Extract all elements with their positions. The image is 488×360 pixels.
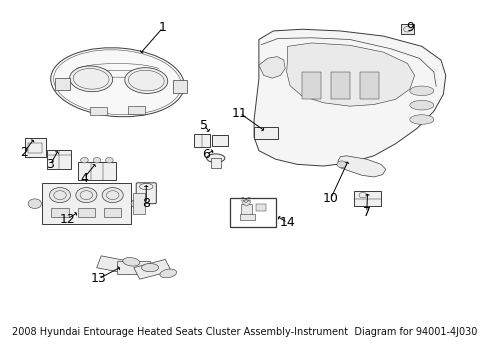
Text: 2: 2 xyxy=(20,146,28,159)
Bar xyxy=(78,208,95,217)
Bar xyxy=(330,72,349,99)
Bar xyxy=(210,158,220,168)
Ellipse shape xyxy=(51,48,184,117)
Text: 14: 14 xyxy=(279,216,295,229)
Ellipse shape xyxy=(160,269,176,278)
Circle shape xyxy=(76,188,97,203)
Polygon shape xyxy=(134,260,171,279)
Bar xyxy=(353,191,380,206)
Circle shape xyxy=(131,199,144,208)
Bar xyxy=(359,72,378,99)
Polygon shape xyxy=(97,256,133,274)
Bar xyxy=(400,24,413,34)
Ellipse shape xyxy=(141,264,159,272)
Bar xyxy=(255,204,265,211)
FancyBboxPatch shape xyxy=(78,162,116,180)
Bar xyxy=(133,193,145,214)
Text: 9: 9 xyxy=(405,21,413,34)
FancyBboxPatch shape xyxy=(172,80,186,93)
Ellipse shape xyxy=(409,86,433,96)
Ellipse shape xyxy=(409,115,433,124)
Ellipse shape xyxy=(124,68,167,94)
Text: 2008 Hyundai Entourage Heated Seats Cluster Assembly-Instrument  Diagram for 940: 2008 Hyundai Entourage Heated Seats Clus… xyxy=(12,327,476,337)
Bar xyxy=(212,135,227,145)
Text: 3: 3 xyxy=(46,158,54,171)
FancyBboxPatch shape xyxy=(55,78,69,90)
Ellipse shape xyxy=(122,257,140,266)
Text: 4: 4 xyxy=(80,171,88,185)
Text: 13: 13 xyxy=(90,273,106,285)
Polygon shape xyxy=(337,156,385,177)
Circle shape xyxy=(242,200,250,205)
Text: 12: 12 xyxy=(59,212,75,226)
Circle shape xyxy=(81,158,88,163)
Text: 1: 1 xyxy=(159,21,166,34)
Polygon shape xyxy=(116,261,150,274)
Circle shape xyxy=(102,188,123,203)
Circle shape xyxy=(49,188,70,203)
Text: 7: 7 xyxy=(362,206,370,219)
Bar xyxy=(239,214,255,220)
Bar xyxy=(104,208,121,217)
Polygon shape xyxy=(286,43,414,106)
Circle shape xyxy=(336,161,346,168)
Circle shape xyxy=(105,158,113,163)
Text: 5: 5 xyxy=(200,118,207,131)
Bar xyxy=(51,208,68,217)
Text: 8: 8 xyxy=(142,197,150,210)
Ellipse shape xyxy=(409,100,433,110)
Bar xyxy=(42,183,130,224)
FancyBboxPatch shape xyxy=(24,138,45,157)
Polygon shape xyxy=(254,29,445,166)
Text: 10: 10 xyxy=(322,192,338,205)
Polygon shape xyxy=(258,57,285,78)
Circle shape xyxy=(28,199,41,208)
Bar xyxy=(230,198,275,228)
Ellipse shape xyxy=(206,154,224,162)
Circle shape xyxy=(93,158,101,163)
Bar xyxy=(89,107,107,116)
Bar xyxy=(241,204,251,215)
Text: 6: 6 xyxy=(202,148,210,161)
Bar xyxy=(128,106,145,114)
Bar xyxy=(28,143,41,153)
FancyBboxPatch shape xyxy=(136,183,156,204)
Ellipse shape xyxy=(69,66,112,92)
Bar xyxy=(254,127,278,139)
Text: 11: 11 xyxy=(231,107,247,120)
Bar xyxy=(194,134,209,147)
Bar xyxy=(302,72,321,99)
FancyBboxPatch shape xyxy=(47,150,71,170)
